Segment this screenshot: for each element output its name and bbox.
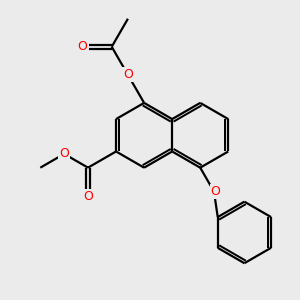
Text: O: O (123, 68, 133, 81)
Text: O: O (83, 190, 93, 203)
Text: O: O (78, 40, 88, 53)
Text: O: O (59, 147, 69, 161)
Text: O: O (211, 185, 220, 198)
